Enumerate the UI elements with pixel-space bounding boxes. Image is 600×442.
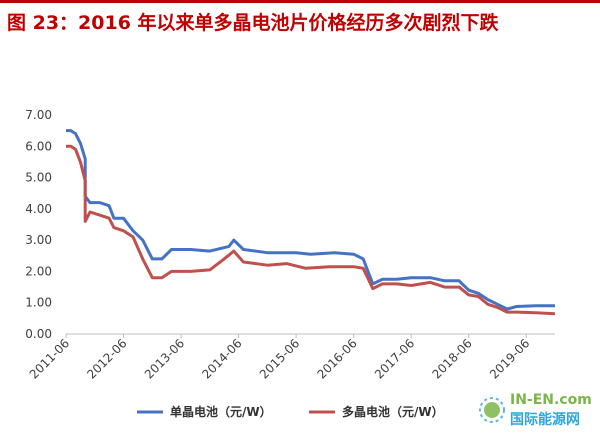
- x-axis-ticks: 2011-06 2012-06 2013-06 2014-06 2015-06 2016-…: [27, 334, 532, 382]
- legend-mono-label: 单晶电池（元/W）: [170, 404, 272, 419]
- y-tick-label: 5.00: [25, 171, 52, 185]
- watermark-logo: IN-EN.com 国际能源网: [479, 392, 592, 428]
- mono-cell-price-line: [66, 129, 555, 311]
- legend-poly-label: 多晶电池（元/W）: [342, 404, 444, 419]
- x-tick-label: 2019-06: [487, 336, 532, 381]
- x-tick-label: 2015-06: [257, 336, 302, 381]
- x-tick-label: 2014-06: [199, 336, 244, 381]
- y-tick-label: 3.00: [25, 233, 52, 247]
- watermark-en: IN-EN.com: [510, 392, 592, 408]
- sun-logo-icon: [479, 397, 505, 423]
- y-tick-label: 4.00: [25, 202, 52, 216]
- x-tick-label: 2013-06: [142, 336, 187, 381]
- x-tick-label: 2018-06: [429, 336, 474, 381]
- y-tick-label: 0.00: [25, 327, 52, 341]
- series-lines: [66, 129, 556, 316]
- figure-title: 图 23：2016 年以来单多晶电池片价格经历多次剧烈下跌: [7, 12, 499, 34]
- y-tick-label: 1.00: [25, 296, 52, 310]
- top-rule: [0, 0, 600, 3]
- y-tick-label: 2.00: [25, 264, 52, 278]
- watermark-cn: 国际能源网: [510, 411, 580, 428]
- x-tick-label: 2012-06: [84, 336, 129, 381]
- y-axis-ticks: 7.00 6.00 5.00 4.00 3.00 2.00 1.00 0.00: [25, 108, 52, 341]
- y-tick-label: 7.00: [25, 108, 52, 122]
- y-tick-label: 6.00: [25, 139, 52, 153]
- legend: 单晶电池（元/W） 多晶电池（元/W）: [137, 404, 444, 419]
- x-tick-label: 2016-06: [314, 336, 359, 381]
- x-tick-label: 2017-06: [372, 336, 417, 381]
- x-tick-label: 2011-06: [27, 336, 72, 381]
- poly-cell-price-line: [66, 144, 556, 316]
